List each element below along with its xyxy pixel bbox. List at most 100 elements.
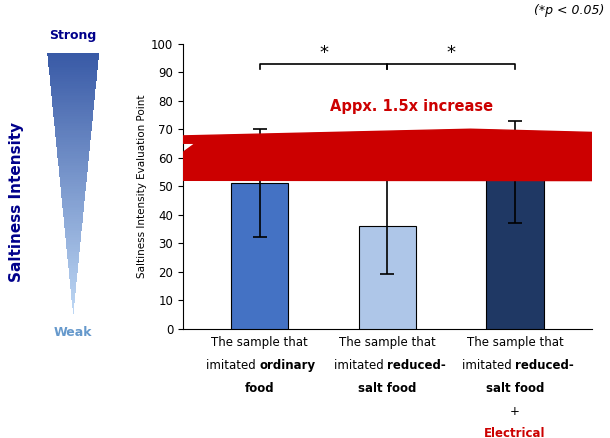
Polygon shape	[59, 172, 87, 173]
Text: Electrical: Electrical	[484, 427, 546, 438]
Polygon shape	[66, 249, 80, 251]
Polygon shape	[71, 289, 76, 291]
FancyArrow shape	[0, 129, 610, 180]
Polygon shape	[73, 308, 74, 310]
Polygon shape	[49, 75, 97, 77]
Polygon shape	[66, 247, 80, 249]
Polygon shape	[58, 163, 88, 165]
Polygon shape	[67, 251, 79, 252]
Polygon shape	[65, 230, 82, 231]
Polygon shape	[48, 63, 98, 65]
Polygon shape	[58, 161, 88, 163]
Polygon shape	[67, 254, 79, 256]
Polygon shape	[51, 84, 96, 86]
Polygon shape	[57, 147, 90, 149]
Polygon shape	[68, 265, 78, 266]
Polygon shape	[53, 114, 93, 116]
Polygon shape	[52, 98, 95, 100]
Polygon shape	[60, 177, 87, 179]
Polygon shape	[62, 205, 84, 207]
Polygon shape	[69, 273, 77, 275]
Polygon shape	[48, 65, 98, 67]
Polygon shape	[62, 203, 84, 205]
Polygon shape	[63, 217, 83, 219]
Polygon shape	[63, 215, 83, 217]
Polygon shape	[49, 70, 98, 72]
Polygon shape	[62, 207, 84, 208]
Polygon shape	[60, 182, 87, 184]
Polygon shape	[52, 102, 95, 103]
Polygon shape	[62, 200, 85, 201]
Text: reduced-: reduced-	[387, 359, 446, 372]
Bar	[486, 172, 544, 328]
Polygon shape	[58, 159, 88, 161]
Polygon shape	[69, 275, 77, 277]
Text: imitated: imitated	[206, 359, 260, 372]
Polygon shape	[54, 121, 92, 123]
Polygon shape	[61, 191, 85, 193]
Polygon shape	[67, 256, 79, 258]
Polygon shape	[60, 179, 87, 180]
Polygon shape	[57, 145, 90, 147]
Bar	[231, 183, 289, 328]
Text: +: +	[510, 405, 520, 418]
Polygon shape	[59, 165, 88, 166]
Text: *: *	[319, 44, 328, 62]
Polygon shape	[70, 277, 77, 279]
Text: imitated: imitated	[334, 359, 387, 372]
Polygon shape	[69, 270, 77, 272]
Text: Saltiness Intensity: Saltiness Intensity	[9, 121, 24, 282]
Polygon shape	[48, 61, 98, 63]
Polygon shape	[70, 280, 77, 282]
Y-axis label: Saltiness Intensity Evaluation Point: Saltiness Intensity Evaluation Point	[137, 95, 147, 278]
Polygon shape	[51, 93, 95, 95]
Polygon shape	[64, 224, 82, 226]
Polygon shape	[57, 149, 90, 151]
Polygon shape	[64, 223, 82, 224]
Polygon shape	[70, 282, 76, 284]
Polygon shape	[50, 79, 96, 81]
Polygon shape	[56, 144, 90, 145]
Polygon shape	[49, 68, 98, 70]
Polygon shape	[49, 67, 98, 68]
Text: reduced-: reduced-	[515, 359, 574, 372]
Polygon shape	[51, 91, 95, 93]
Polygon shape	[68, 259, 79, 261]
Polygon shape	[56, 133, 91, 135]
Polygon shape	[52, 105, 94, 107]
Polygon shape	[66, 238, 81, 240]
Polygon shape	[70, 284, 76, 286]
Polygon shape	[56, 138, 91, 140]
Polygon shape	[53, 110, 93, 112]
Polygon shape	[59, 173, 87, 175]
Polygon shape	[64, 221, 82, 223]
Text: (*p < 0.05): (*p < 0.05)	[534, 4, 604, 18]
Polygon shape	[57, 151, 90, 152]
Polygon shape	[69, 272, 77, 273]
Polygon shape	[51, 95, 95, 96]
Polygon shape	[72, 301, 74, 303]
Polygon shape	[50, 82, 96, 84]
Polygon shape	[66, 245, 80, 247]
Polygon shape	[56, 137, 91, 138]
Polygon shape	[73, 312, 74, 314]
Text: imitated: imitated	[462, 359, 515, 372]
Polygon shape	[68, 261, 79, 263]
Polygon shape	[60, 180, 87, 182]
Polygon shape	[54, 123, 92, 124]
Polygon shape	[65, 235, 81, 237]
Polygon shape	[48, 56, 99, 58]
Polygon shape	[57, 156, 89, 158]
Polygon shape	[70, 287, 76, 289]
Polygon shape	[66, 242, 81, 244]
Polygon shape	[49, 77, 97, 79]
Polygon shape	[71, 291, 76, 293]
Polygon shape	[52, 96, 95, 98]
Polygon shape	[52, 107, 94, 109]
Polygon shape	[67, 252, 79, 254]
Polygon shape	[70, 279, 77, 280]
Polygon shape	[63, 210, 84, 212]
Polygon shape	[49, 74, 97, 75]
Polygon shape	[48, 53, 99, 54]
Polygon shape	[68, 263, 78, 265]
